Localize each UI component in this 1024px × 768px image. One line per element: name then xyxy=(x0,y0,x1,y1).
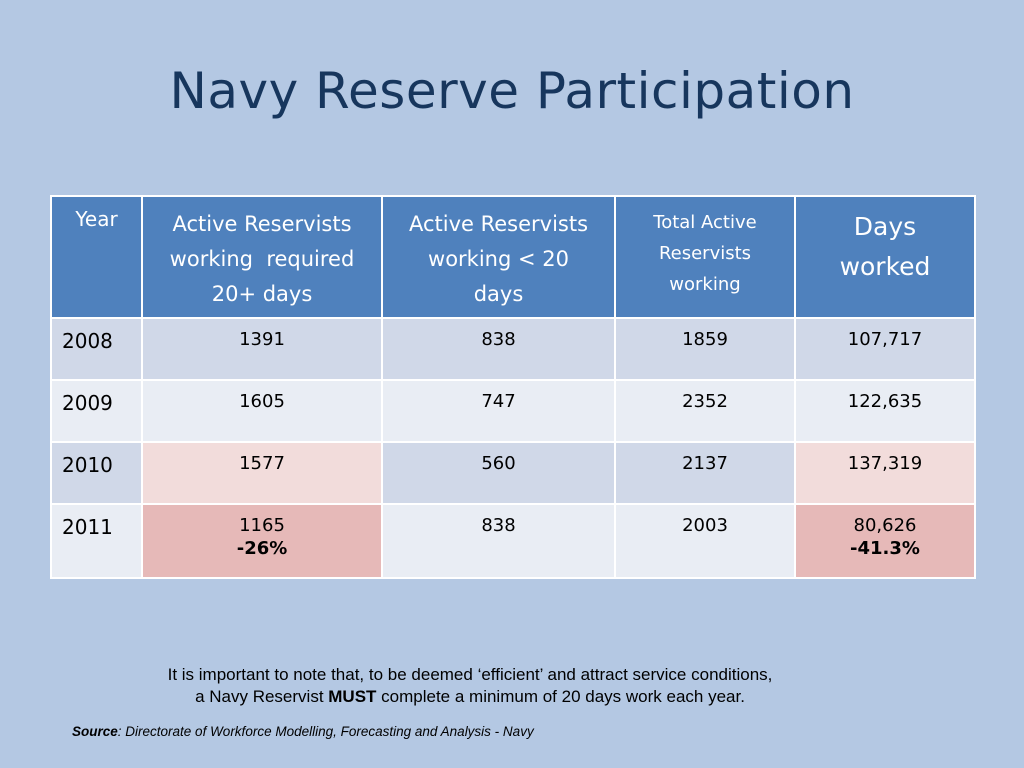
cell-required: 1165 -26% xyxy=(141,503,383,579)
table-row: 2008 1391 838 1859 107,717 xyxy=(50,317,976,381)
cell-year: 2010 xyxy=(50,441,143,505)
cell-under20: 838 xyxy=(381,503,616,579)
emphasis-must: MUST xyxy=(328,687,377,706)
cell-days: 137,319 xyxy=(794,441,976,505)
cell-year: 2011 xyxy=(50,503,143,579)
cell-total: 2352 xyxy=(614,379,796,443)
table-row: 2009 1605 747 2352 122,635 xyxy=(50,379,976,443)
change-percent: -41.3% xyxy=(850,538,920,559)
participation-table: Year Active Reservists working required … xyxy=(50,195,976,579)
header-under-20-days: Active Reservists working < 20 days xyxy=(381,195,616,319)
table-row: 2010 1577 560 2137 137,319 xyxy=(50,441,976,505)
cell-required: 1577 xyxy=(141,441,383,505)
header-required-20-days: Active Reservists working required 20+ d… xyxy=(141,195,383,319)
cell-days: 107,717 xyxy=(794,317,976,381)
header-total-working: Total Active Reservists working xyxy=(614,195,796,319)
cell-under20: 560 xyxy=(381,441,616,505)
footnote-line-2: a Navy Reservist MUST complete a minimum… xyxy=(195,687,745,706)
header-days-worked: Days worked xyxy=(794,195,976,319)
header-year: Year xyxy=(50,195,143,319)
cell-days: 122,635 xyxy=(794,379,976,443)
table-header-row: Year Active Reservists working required … xyxy=(50,195,976,319)
cell-value: 80,626 xyxy=(853,515,917,536)
table-row: 2011 1165 -26% 838 2003 80,626 -41.3% xyxy=(50,503,976,579)
cell-total: 2137 xyxy=(614,441,796,505)
cell-under20: 747 xyxy=(381,379,616,443)
source-citation: Source: Directorate of Workforce Modelli… xyxy=(72,724,534,739)
cell-value: 1165 xyxy=(239,515,285,536)
cell-total: 2003 xyxy=(614,503,796,579)
cell-days: 80,626 -41.3% xyxy=(794,503,976,579)
cell-year: 2008 xyxy=(50,317,143,381)
footnote: It is important to note that, to be deem… xyxy=(0,664,940,708)
source-label: Source xyxy=(72,724,118,739)
cell-total: 1859 xyxy=(614,317,796,381)
cell-required: 1391 xyxy=(141,317,383,381)
cell-under20: 838 xyxy=(381,317,616,381)
cell-required: 1605 xyxy=(141,379,383,443)
cell-year: 2009 xyxy=(50,379,143,443)
change-percent: -26% xyxy=(236,538,288,559)
footnote-line-1: It is important to note that, to be deem… xyxy=(167,665,773,684)
source-text: : Directorate of Workforce Modelling, Fo… xyxy=(117,724,534,739)
page-title: Navy Reserve Participation xyxy=(169,62,855,120)
